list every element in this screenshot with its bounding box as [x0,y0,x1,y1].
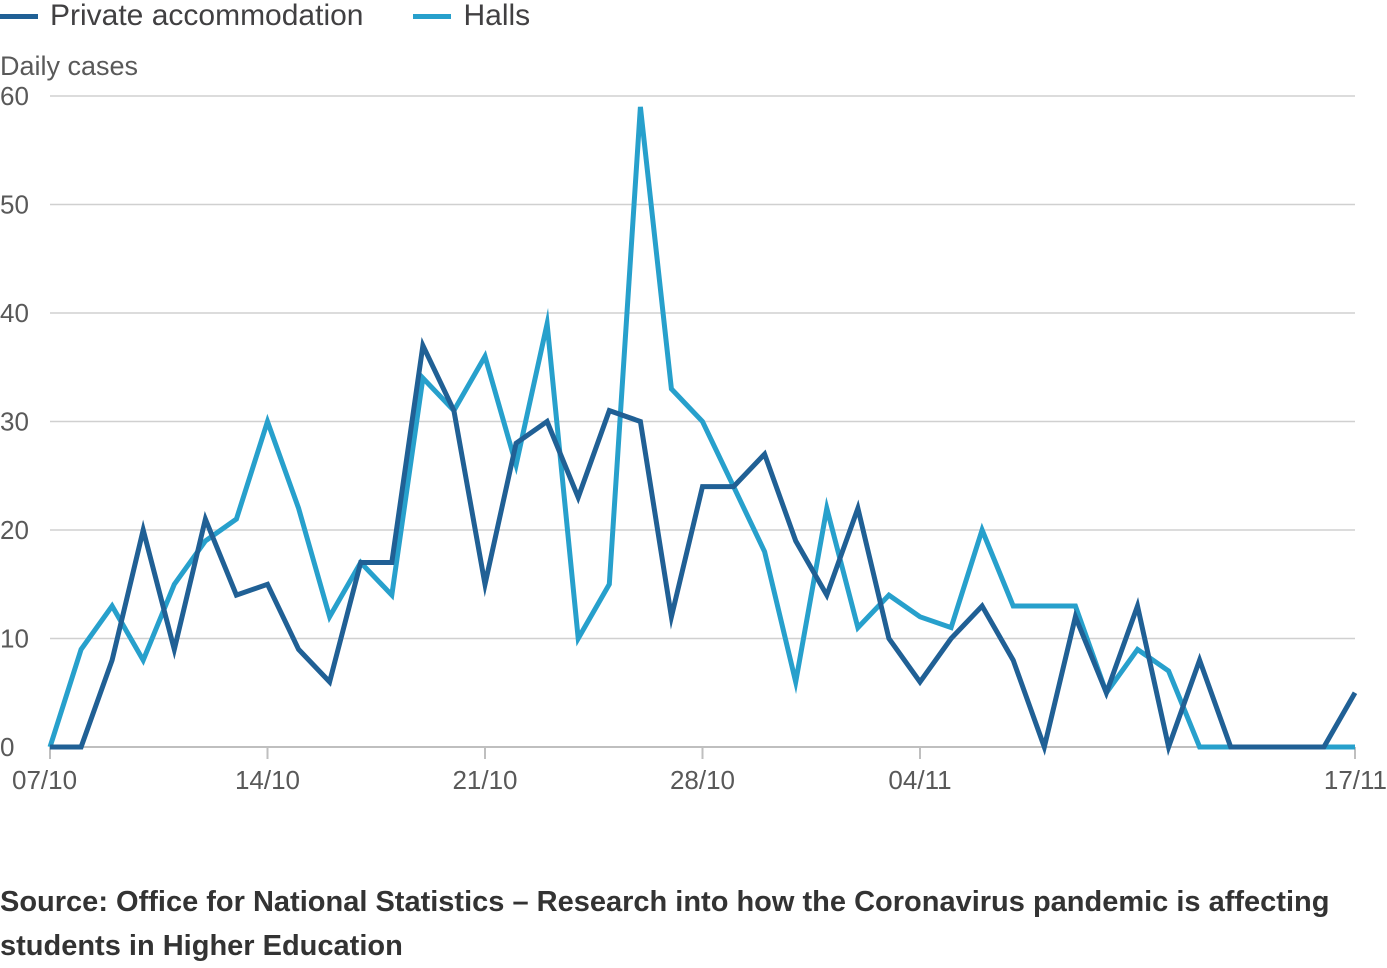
legend-swatch-halls [413,13,452,19]
x-tick-label: 07/10 [12,765,77,795]
x-axis-ticks: 07/10 14/10 21/10 28/10 04/11 17/11 [12,747,1387,795]
source-note: Source: Office for National Statistics –… [0,886,1330,962]
line-chart: Daily cases 0 10 20 30 40 50 60 07/10 14/10 21/1… [0,51,1387,795]
legend-item-halls: Halls [413,0,530,33]
y-tick-label: 40 [0,298,29,328]
legend-label-private-accommodation: Private accommodation [50,0,364,32]
series-line-halls [47,106,1355,750]
series-line-private-accommodation [50,336,1358,757]
y-tick-label: 50 [0,190,29,220]
y-tick-label: 20 [0,515,29,545]
y-axis-ticks: 0 10 20 30 40 50 60 [0,81,29,762]
legend-label-halls: Halls [463,0,531,32]
legend: Private accommodation Halls [0,0,580,38]
y-tick-label: 30 [0,407,29,437]
y-tick-label: 0 [0,732,14,762]
y-axis-title: Daily cases [0,51,138,81]
x-tick-label: 28/10 [670,765,735,795]
y-tick-label: 60 [0,81,29,111]
x-tick-label: 17/11 [1324,765,1387,795]
y-tick-label: 10 [0,624,29,654]
legend-swatch-private-accommodation [0,13,38,19]
x-tick-label: 14/10 [235,765,300,795]
legend-item-private-accommodation: Private accommodation [0,0,363,33]
series-lines [47,106,1358,757]
x-tick-label: 04/11 [888,765,951,795]
x-tick-label: 21/10 [452,765,517,795]
